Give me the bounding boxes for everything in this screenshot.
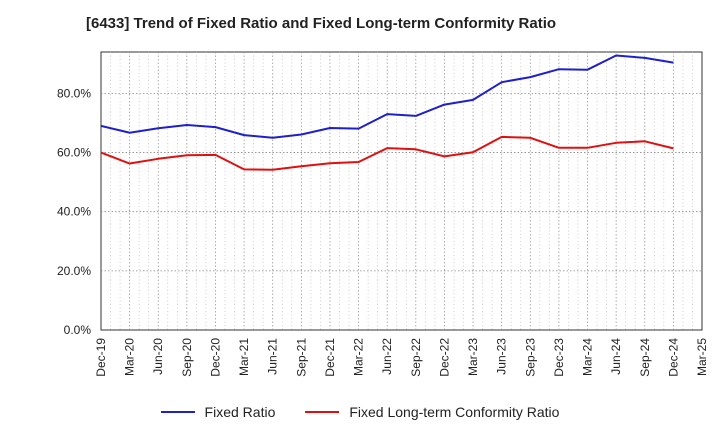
x-tick-label: Dec-23 xyxy=(552,338,566,377)
y-tick-label: 20.0% xyxy=(57,264,91,278)
line-chart: Dec-19 Mar-20 Jun-20 Sep-20 Dec-20 Mar-21 Jun-… xyxy=(57,51,709,377)
x-tick-label: Sep-22 xyxy=(409,338,423,377)
x-tick-label: Mar-24 xyxy=(581,338,595,376)
x-tick-label: Mar-22 xyxy=(352,338,366,376)
x-tick-label: Sep-21 xyxy=(294,338,308,377)
legend-swatch-fixed-ratio xyxy=(160,411,195,413)
x-tick-label: Dec-20 xyxy=(208,338,222,377)
x-tick-label: Mar-23 xyxy=(466,338,480,376)
x-tick-label: Dec-21 xyxy=(323,338,337,377)
legend-item-fixed-long-term-conformity-ratio: Fixed Long-term Conformity Ratio xyxy=(305,404,559,420)
legend-item-fixed-ratio: Fixed Ratio xyxy=(160,404,276,420)
x-tick-label: Dec-24 xyxy=(666,338,680,377)
x-tick-label: Sep-24 xyxy=(638,338,652,377)
y-tick-label: 0.0% xyxy=(64,323,92,337)
chart-legend: Fixed Ratio Fixed Long-term Conformity R… xyxy=(0,404,720,420)
x-tick-label: Dec-22 xyxy=(437,338,451,377)
x-tick-label: Mar-25 xyxy=(695,338,709,376)
x-tick-label: Jun-21 xyxy=(266,338,280,375)
x-tick-label: Mar-20 xyxy=(123,338,137,376)
legend-label-fixed-long-term-conformity-ratio: Fixed Long-term Conformity Ratio xyxy=(349,404,560,420)
x-tick-label: Sep-20 xyxy=(180,338,194,377)
y-tick-label: 40.0% xyxy=(57,205,91,219)
y-tick-label: 80.0% xyxy=(57,86,91,100)
x-tick-label: Jun-20 xyxy=(151,338,165,375)
x-tick-label: Jun-23 xyxy=(495,338,509,375)
legend-label-fixed-ratio: Fixed Ratio xyxy=(204,404,276,420)
series-line-fixed-long-term-conformity-ratio xyxy=(100,135,674,171)
y-tick-label: 60.0% xyxy=(57,146,91,160)
x-tick-label: Sep-23 xyxy=(523,338,537,377)
x-tick-label: Jun-24 xyxy=(609,338,623,375)
x-tick-label: Mar-21 xyxy=(237,338,251,376)
legend-swatch-fixed-long-term-conformity-ratio xyxy=(305,411,340,413)
x-tick-label: Jun-22 xyxy=(380,338,394,375)
series-line-fixed-ratio xyxy=(100,54,674,139)
plot-area xyxy=(100,51,703,331)
chart-title: [6433] Trend of Fixed Ratio and Fixed Lo… xyxy=(86,15,557,32)
x-tick-label: Dec-19 xyxy=(94,338,108,377)
